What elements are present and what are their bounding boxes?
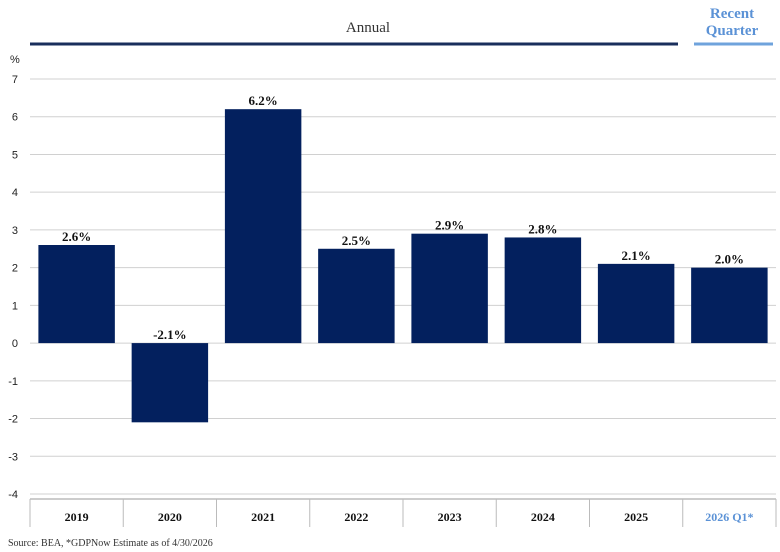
bar-value-label: -2.1%: [153, 327, 187, 342]
bar-value-label: 2.1%: [622, 248, 651, 263]
annual-section-label: Annual: [346, 20, 390, 36]
y-tick-label: 4: [12, 187, 18, 199]
bars: [38, 109, 768, 423]
bar: [318, 248, 395, 344]
x-category-label: 2021: [251, 510, 275, 524]
x-category-label: 2025: [624, 510, 648, 524]
bar: [597, 263, 675, 344]
bar-value-label: 2.5%: [342, 233, 371, 248]
source-note: Source: BEA, *GDPNow Estimate as of 4/30…: [8, 538, 213, 549]
x-axis: 2019 2020 2021 2022 2023 2024 2025 2026 Q1*: [29, 498, 777, 527]
y-tick-label: 5: [12, 149, 18, 161]
bar-value-label: 2.9%: [435, 218, 464, 233]
x-category-label: 2022: [344, 510, 368, 524]
bar: [224, 109, 302, 344]
recent-quarter-label-line2: Quarter: [706, 23, 759, 39]
y-tick-label: 6: [12, 112, 18, 124]
y-tick-label: -2: [8, 414, 18, 426]
bar-value-label: 2.0%: [715, 252, 744, 267]
bar: [411, 233, 488, 344]
y-tick-label: 7: [12, 74, 18, 86]
x-category-label: 2019: [65, 510, 89, 524]
y-tick-label: 2: [12, 263, 18, 275]
y-tick-label: 3: [12, 225, 18, 237]
y-tick-label: 1: [12, 300, 18, 312]
bar-value-label: 2.6%: [62, 229, 91, 244]
y-tick-label: -1: [8, 376, 18, 388]
x-category-label: 2023: [438, 510, 462, 524]
x-category-label: 2024: [531, 510, 555, 524]
y-tick-label: -4: [8, 489, 18, 501]
x-category-label: 2026 Q1*: [705, 510, 753, 524]
recent-quarter-label-line1: Recent: [710, 6, 754, 22]
bar-value-label: 2.8%: [528, 221, 557, 236]
bar-value-label: 6.2%: [249, 93, 278, 108]
bar: [131, 343, 209, 423]
x-category-label: 2020: [158, 510, 182, 524]
data-labels: 2.6% -2.1% 6.2% 2.5% 2.9% 2.8% 2.1% 2.0%: [62, 93, 744, 342]
bar: [504, 237, 582, 344]
bar: [691, 267, 768, 344]
y-axis-unit-label: %: [10, 54, 20, 66]
bar: [38, 245, 115, 344]
y-tick-label: -3: [8, 451, 18, 463]
y-axis-ticks: -4 -3 -2 -1 0 1 2 3 4 5 6 7: [8, 74, 18, 501]
y-tick-label: 0: [12, 338, 18, 350]
